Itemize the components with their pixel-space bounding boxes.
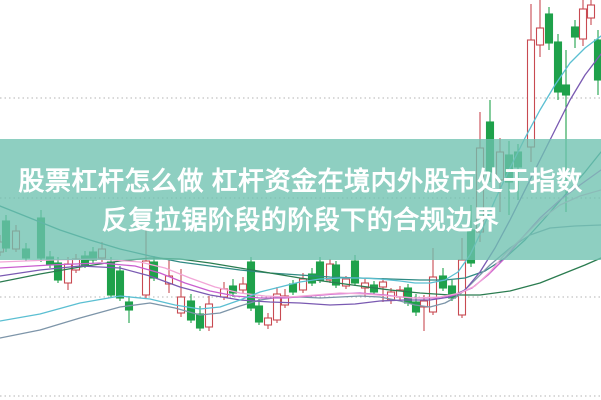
headline-line-2: 反复拉锯阶段的阶段下的合规边界 bbox=[101, 205, 500, 235]
headline-line-1: 股票杠杆怎么做 杠杆资金在境内外股市处于指数 bbox=[18, 166, 583, 196]
headline-banner: 股票杠杆怎么做 杠杆资金在境内外股市处于指数 反复拉锯阶段的阶段下的合规边界 bbox=[0, 139, 601, 260]
